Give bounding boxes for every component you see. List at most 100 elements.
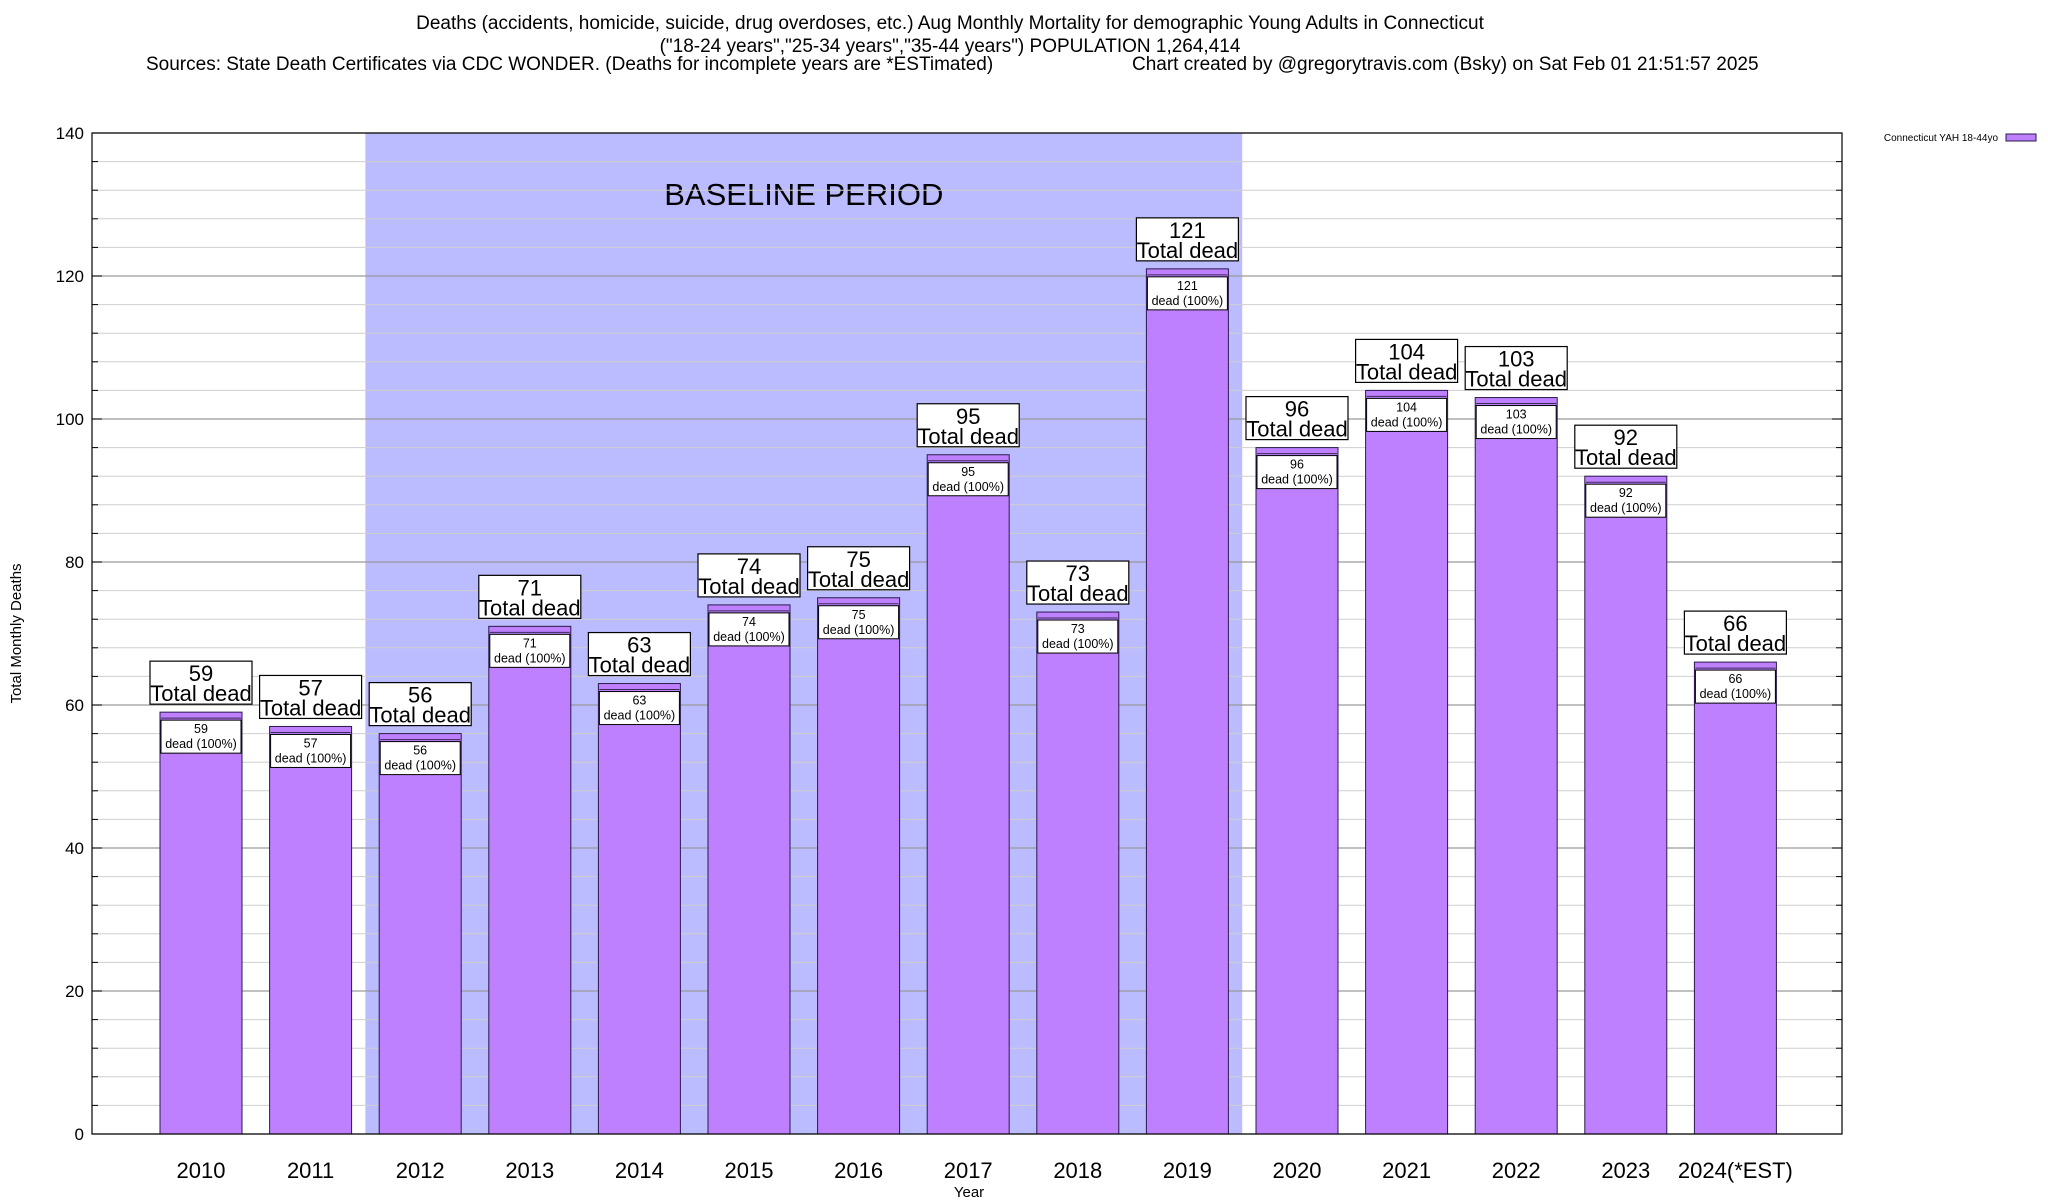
- x-tick-label: 2016: [834, 1158, 883, 1183]
- bar-top-label-box: [1135, 217, 1240, 262]
- bar-top-label-box: [1574, 424, 1678, 469]
- bar: [159, 711, 243, 1135]
- bar-top-label-box: [1683, 610, 1788, 655]
- bar: [926, 454, 1010, 1135]
- bar-inner-label-box: [270, 733, 352, 768]
- bar-top-label-box: [587, 631, 692, 677]
- bar-inner-label-box: [927, 462, 1009, 497]
- bar-inner-label-box: [1256, 455, 1338, 490]
- bar-inner-percent: dead (100%): [823, 623, 895, 637]
- bar-inner-value: 63: [632, 694, 646, 708]
- bar: [1036, 611, 1120, 1135]
- y-tick-label: 120: [56, 267, 84, 286]
- x-tick-label: 2021: [1382, 1158, 1431, 1183]
- bar-inner-value: 73: [1071, 622, 1085, 636]
- x-tick-label: 2015: [725, 1158, 774, 1183]
- y-tick-label: 20: [65, 982, 84, 1001]
- bar: [1474, 397, 1558, 1135]
- bar-inner-percent: dead (100%): [1042, 637, 1114, 651]
- bar: [817, 597, 901, 1135]
- bar-inner-label-box: [379, 741, 461, 776]
- bar-top-total-label: Total dead: [1685, 631, 1787, 656]
- y-tick-label: 100: [56, 410, 84, 429]
- bar-inner-value: 57: [304, 736, 318, 750]
- x-tick-label: 2017: [944, 1158, 993, 1183]
- bar-inner-label-box: [489, 633, 571, 668]
- bar-top-label-box: [1245, 396, 1349, 441]
- bar-top-value: 74: [737, 554, 761, 579]
- y-tick-label: 140: [56, 124, 84, 143]
- bar-top-total-label: Total dead: [589, 653, 691, 678]
- bar-inner-label-box: [1694, 669, 1776, 704]
- bar-inner-label-box: [1475, 405, 1557, 440]
- x-tick-label: 2010: [177, 1158, 226, 1183]
- bar: [1693, 661, 1777, 1135]
- chart-sources: Sources: State Death Certificates via CD…: [146, 54, 994, 75]
- bar-top-label-box: [1354, 338, 1459, 383]
- bar: [1365, 389, 1449, 1135]
- bar-inner-percent: dead (100%): [165, 737, 237, 751]
- bar-inner-label-box: [1366, 397, 1448, 432]
- bar-inner-percent: dead (100%): [1371, 415, 1443, 429]
- bar-inner-value: 103: [1506, 408, 1527, 422]
- bar-top-total-label: Total dead: [1137, 238, 1239, 263]
- y-tick-label: 0: [75, 1125, 84, 1144]
- bar-top-label-box: [259, 674, 363, 720]
- x-tick-label: 2014: [615, 1158, 664, 1183]
- bar: [597, 683, 681, 1135]
- bar-top-total-label: Total dead: [808, 567, 910, 592]
- bar-top-value: 73: [1066, 561, 1090, 586]
- bar-inner-percent: dead (100%): [1590, 501, 1662, 515]
- bar-inner-label-box: [1585, 483, 1667, 518]
- bar-inner-label-box: [818, 605, 900, 640]
- bar-inner-value: 121: [1177, 279, 1198, 293]
- bar-top-label-box: [1464, 345, 1568, 391]
- x-axis-title: Year: [954, 1184, 984, 1200]
- y-tick-label: 40: [65, 839, 84, 858]
- bar-top-label-box: [368, 681, 472, 727]
- x-tick-label: 2012: [396, 1158, 445, 1183]
- bar-inner-percent: dead (100%): [604, 709, 676, 723]
- bar-inner-value: 96: [1290, 458, 1304, 472]
- x-tick-label: 2019: [1163, 1158, 1212, 1183]
- bar-top-value: 95: [956, 404, 980, 429]
- bar-top-total-label: Total dead: [260, 695, 362, 720]
- bar-top-label-box: [149, 660, 253, 705]
- bar-inner-value: 66: [1728, 672, 1742, 686]
- chart-title: Deaths (accidents, homicide, suicide, dr…: [416, 13, 1484, 34]
- bar-top-label-box: [697, 553, 801, 598]
- bar-top-value: 59: [189, 661, 213, 686]
- x-tick-label: 2011: [287, 1158, 334, 1183]
- x-tick-label: 2013: [505, 1158, 554, 1183]
- bar-inner-percent: dead (100%): [1152, 294, 1224, 308]
- bar-top-value: 104: [1388, 339, 1425, 364]
- bar-top-total-label: Total dead: [1246, 417, 1348, 442]
- bar-top-value: 96: [1285, 397, 1309, 422]
- bar-inner-label-box: [708, 612, 790, 647]
- bar-top-value: 63: [627, 633, 651, 658]
- bar-top-total-label: Total dead: [369, 703, 471, 728]
- bar: [1584, 475, 1668, 1135]
- plot-frame: [91, 132, 1843, 1135]
- bar-inner-value: 104: [1396, 400, 1417, 414]
- bar-inner-label-box: [160, 719, 242, 754]
- bar-inner-value: 56: [413, 744, 427, 758]
- bar: [707, 604, 791, 1135]
- bar-top-value: 66: [1723, 611, 1747, 636]
- bar-top-value: 57: [298, 675, 322, 700]
- bar-inner-percent: dead (100%): [1261, 473, 1333, 487]
- bar-top-value: 75: [846, 547, 870, 572]
- bar-inner-percent: dead (100%): [1700, 687, 1772, 701]
- bar-inner-value: 92: [1619, 486, 1633, 500]
- bar-inner-value: 59: [194, 722, 208, 736]
- y-axis-title: Total Monthly Deaths: [8, 563, 25, 703]
- x-tick-label: 2022: [1492, 1158, 1541, 1183]
- bar: [269, 725, 353, 1135]
- bar-inner-value: 95: [961, 465, 975, 479]
- bar-inner-percent: dead (100%): [384, 759, 456, 773]
- bar-inner-percent: dead (100%): [1480, 423, 1552, 437]
- chart-subtitle: ("18-24 years","25-34 years","35-44 year…: [659, 36, 1241, 57]
- y-tick-label: 80: [65, 553, 84, 572]
- bar-top-total-label: Total dead: [1356, 359, 1458, 384]
